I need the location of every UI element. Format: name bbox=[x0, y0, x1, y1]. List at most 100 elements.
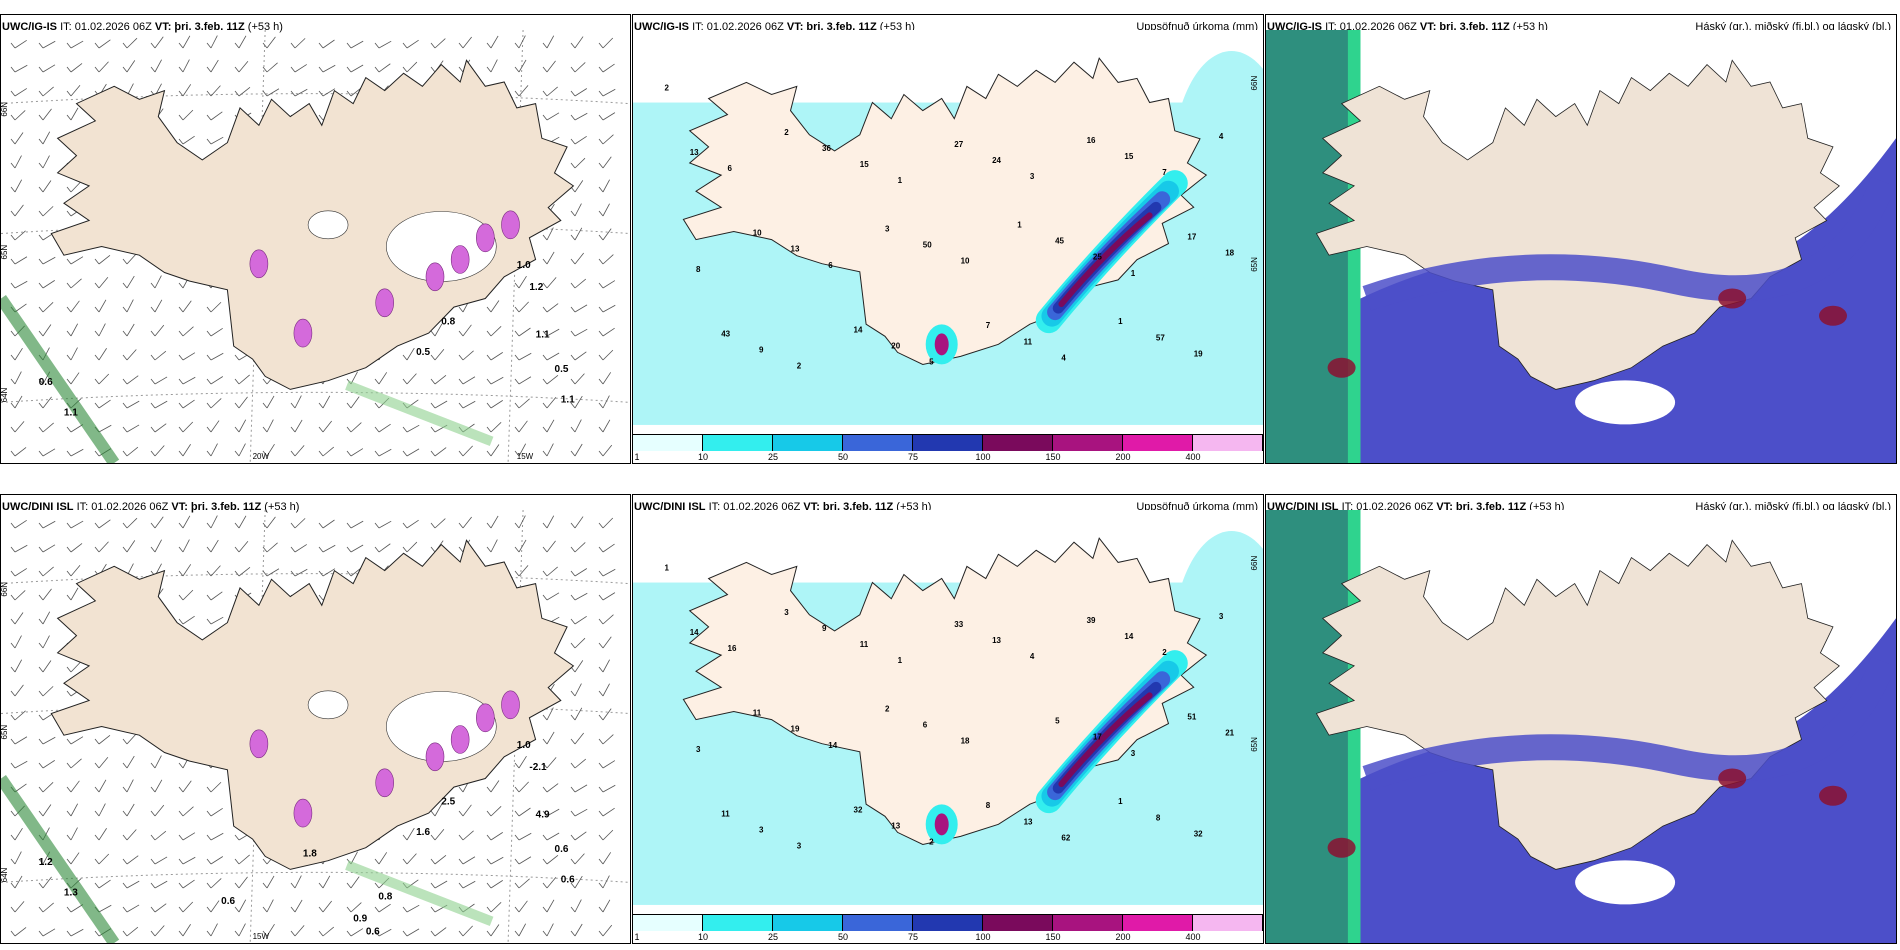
value-label: 3 bbox=[784, 608, 789, 617]
ice-cap bbox=[307, 690, 349, 720]
value-label: 0.6 bbox=[221, 896, 235, 907]
mid-cloud-blob bbox=[1718, 288, 1747, 309]
value-label: 0.8 bbox=[378, 892, 392, 903]
value-label: 39 bbox=[1087, 616, 1096, 625]
value-label: 36 bbox=[822, 144, 831, 153]
value-label: 1.2 bbox=[529, 282, 543, 293]
value-label: 16 bbox=[728, 644, 737, 653]
value-label: 1 bbox=[665, 563, 670, 572]
value-label: 0.6 bbox=[366, 926, 380, 937]
value-label: 9 bbox=[759, 345, 764, 354]
lat-label: 65N bbox=[1, 245, 9, 260]
map-wind: 0.6 1.1 0.5 1.2 1.0 1.1 0.5 0.8 1.1 66N 65N 64N 20W 1… bbox=[1, 30, 630, 463]
value-label: 14 bbox=[1124, 632, 1133, 641]
lead-time: (+53 h) bbox=[264, 501, 300, 513]
value-label: 1 bbox=[1017, 220, 1022, 229]
colorbar-swatch bbox=[843, 915, 913, 931]
value-label: 3 bbox=[1219, 612, 1224, 621]
precip-blob bbox=[375, 768, 394, 798]
precip-blob bbox=[934, 813, 949, 836]
colorbar-tick: 100 bbox=[975, 932, 991, 942]
value-label: 2.5 bbox=[441, 796, 455, 807]
precip-blob bbox=[249, 249, 269, 279]
value-label: 45 bbox=[1055, 237, 1064, 246]
value-label: 1 bbox=[1118, 317, 1123, 326]
colorbar-swatch bbox=[913, 435, 983, 451]
value-label: 18 bbox=[1225, 249, 1234, 258]
colorbar-tick: 1 bbox=[634, 932, 640, 942]
value-label: 3 bbox=[1131, 749, 1136, 758]
value-label: 2 bbox=[929, 837, 934, 846]
value-label: 1.6 bbox=[416, 827, 430, 838]
value-label: 3 bbox=[1030, 172, 1035, 181]
map-precip: 2112385764610191525924182015131113505736… bbox=[633, 30, 1263, 433]
colorbar-swatch bbox=[773, 915, 843, 931]
value-label: 13 bbox=[690, 148, 699, 157]
value-label: 9 bbox=[822, 624, 827, 633]
value-label: 1.8 bbox=[303, 848, 317, 859]
value-label: 10 bbox=[961, 257, 970, 266]
colorbar-swatch bbox=[1053, 435, 1123, 451]
clear-area bbox=[1575, 860, 1676, 905]
value-label: 14 bbox=[854, 325, 863, 334]
value-label: 8 bbox=[1156, 813, 1161, 822]
value-label: 2 bbox=[797, 362, 802, 371]
lat-label: 66N bbox=[1, 102, 9, 117]
value-label: 3 bbox=[759, 825, 764, 834]
value-label: 21 bbox=[1225, 729, 1234, 738]
value-label: 0.8 bbox=[441, 316, 455, 327]
value-label: 19 bbox=[791, 725, 800, 734]
valid-time: þri. 3.feb. 11Z bbox=[174, 21, 245, 33]
precip-streak bbox=[345, 860, 494, 927]
map-cloud bbox=[1266, 30, 1896, 463]
precip-blob bbox=[425, 742, 445, 772]
value-label: 51 bbox=[1187, 713, 1196, 722]
colorbar-tick: 25 bbox=[767, 452, 779, 462]
value-label: 19 bbox=[1194, 349, 1203, 358]
value-label: 2 bbox=[885, 705, 890, 714]
colorbar-tick: 150 bbox=[1045, 932, 1061, 942]
lon-label: 15W bbox=[253, 932, 270, 941]
value-label: 1 bbox=[898, 656, 903, 665]
value-labels: 1133432214621618321117313211314191314689… bbox=[665, 563, 1235, 850]
value-label: 10 bbox=[753, 229, 762, 238]
value-label: 4.9 bbox=[536, 809, 550, 820]
mid-cloud-blob bbox=[1819, 785, 1847, 806]
precip-blob bbox=[425, 262, 445, 292]
init-time: IT: 01.02.2026 06Z bbox=[60, 21, 152, 33]
panel-header: UWC/IG-IS IT: 01.02.2026 06Z VT: þri. 3.… bbox=[2, 18, 630, 36]
colorbar-tick: 25 bbox=[767, 932, 779, 942]
value-label: 11 bbox=[721, 809, 730, 818]
precip-colorbar: 1 10 25 50 75 100 150 200 400 bbox=[633, 914, 1263, 943]
value-label: 14 bbox=[828, 741, 837, 750]
precip-blob bbox=[501, 690, 520, 720]
value-label: 1 bbox=[898, 176, 903, 185]
value-label: 17 bbox=[1093, 733, 1102, 742]
lat-label: 65N bbox=[1250, 737, 1259, 752]
mid-cloud-blob bbox=[1718, 768, 1747, 789]
lat-label: 65N bbox=[1, 725, 9, 740]
value-labels: 0.6 1.1 0.5 1.2 1.0 1.1 0.5 0.8 1.1 bbox=[39, 260, 575, 418]
model-name: UWC/DINI ISL bbox=[2, 501, 74, 513]
value-label: 32 bbox=[854, 805, 863, 814]
mid-cloud-blob bbox=[1327, 357, 1356, 378]
value-label: 6 bbox=[728, 164, 733, 173]
value-label: 15 bbox=[860, 160, 869, 169]
value-label: 0.5 bbox=[555, 364, 569, 375]
colorbar-tick: 50 bbox=[837, 932, 849, 942]
value-label: 3 bbox=[797, 842, 802, 851]
value-label: 0.6 bbox=[555, 844, 569, 855]
colorbar-swatch bbox=[1123, 915, 1193, 931]
value-label: 5 bbox=[929, 357, 934, 366]
colorbar-tick: 10 bbox=[697, 932, 709, 942]
value-label: 11 bbox=[1024, 337, 1033, 346]
value-label: 7 bbox=[1162, 168, 1167, 177]
colorbar-swatch bbox=[703, 435, 773, 451]
value-label: 62 bbox=[1061, 833, 1070, 842]
value-label: 14 bbox=[690, 628, 699, 637]
value-label: 15 bbox=[1124, 152, 1133, 161]
lon-label: 15W bbox=[517, 452, 534, 461]
lat-label: 65N bbox=[1250, 257, 1259, 272]
lat-label: 64N bbox=[1, 867, 9, 882]
value-labels: 1.2 1.3 1.6 -2.1 1.0 4.9 0.6 2.5 0.6 0.8 0.9 0.6 0.6… bbox=[39, 740, 575, 937]
